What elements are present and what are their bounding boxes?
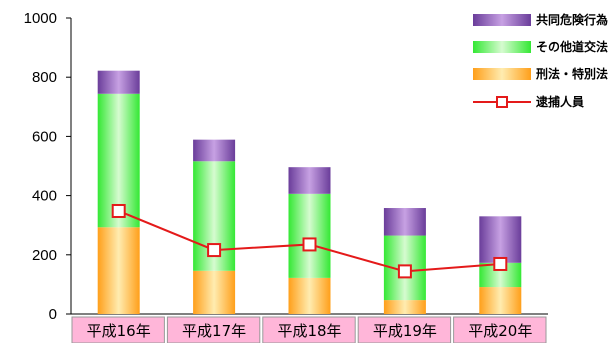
x-axis: 平成16年 平成17年 平成18年 平成19年 平成20年 (71, 316, 547, 343)
category-label: 平成17年 (182, 322, 246, 340)
y-tick-label: 400 (32, 188, 57, 205)
category-box (166, 316, 261, 343)
bars (97, 70, 522, 314)
bar-segment-kyodo (288, 167, 331, 194)
legend-swatch-keiho (473, 68, 531, 80)
bar-segment-kyodo (383, 208, 426, 236)
legend-swatch-marker (496, 96, 508, 108)
arrest-marker (302, 237, 317, 252)
bar-segment-kyodo (479, 216, 522, 263)
legend-swatch-sonota (473, 41, 531, 53)
bar-segment-keiho (288, 277, 331, 314)
y-tick-label: 800 (32, 69, 57, 86)
bar-segment-kyodo (193, 139, 236, 162)
category-box (71, 316, 165, 343)
category-label: 平成19年 (373, 322, 437, 340)
category-label: 平成16年 (87, 322, 151, 340)
legend-label: 逮捕人員 (536, 94, 584, 109)
arrest-line (111, 203, 508, 279)
bar-segment-sonota (288, 193, 331, 278)
arrest-marker (397, 264, 412, 279)
arrest-marker (493, 256, 508, 271)
legend-swatch-kyodo (473, 14, 531, 26)
bar-segment-keiho (479, 287, 522, 314)
y-tick-label: 0 (49, 306, 57, 323)
category-box (357, 316, 452, 343)
category-box (453, 316, 547, 343)
bar-segment-kyodo (97, 70, 140, 94)
category-label: 平成20年 (468, 322, 532, 340)
legend-label: 刑法・特別法 (536, 66, 608, 81)
category-box (262, 316, 356, 343)
legend-label: 共同危険行為 (536, 12, 608, 27)
y-tick-label: 200 (32, 247, 57, 264)
y-tick-label: 1000 (24, 10, 57, 27)
category-label: 平成18年 (277, 322, 341, 340)
bar-segment-keiho (97, 227, 140, 314)
bar-segment-keiho (193, 270, 236, 314)
legend-label: その他道交法 (536, 39, 608, 54)
arrest-marker (111, 203, 126, 218)
bar-segment-keiho (383, 300, 426, 314)
y-tick-label: 600 (32, 128, 57, 145)
arrest-marker (207, 243, 222, 258)
